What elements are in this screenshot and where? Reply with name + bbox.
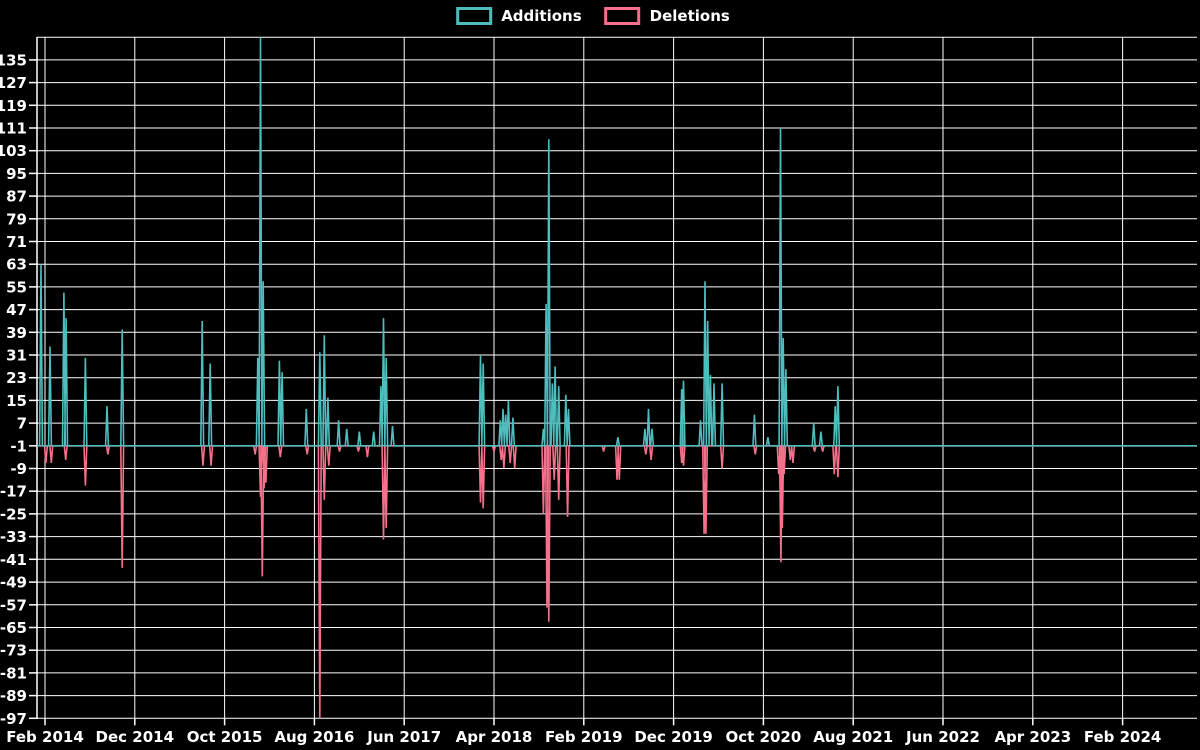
x-tick-label: Jun 2017 xyxy=(366,728,441,746)
y-tick-label: -97 xyxy=(0,710,27,728)
y-tick-label: 95 xyxy=(6,165,27,183)
y-tick-label: -49 xyxy=(0,574,27,592)
x-tick-label: Feb 2019 xyxy=(545,728,623,746)
y-tick-label: 111 xyxy=(0,120,27,138)
y-tick-label: -73 xyxy=(0,642,27,660)
x-tick-label: Aug 2021 xyxy=(813,728,893,746)
y-tick-label: 127 xyxy=(0,74,27,92)
additions-legend-swatch xyxy=(456,7,493,25)
y-tick-label: -57 xyxy=(0,596,27,614)
x-tick-label: Jun 2022 xyxy=(905,728,980,746)
deletions-legend-swatch xyxy=(604,7,641,25)
y-tick-label: 31 xyxy=(6,347,27,365)
additions-line xyxy=(37,37,1197,447)
x-tick-label: Apr 2018 xyxy=(456,728,533,746)
y-tick-label: -25 xyxy=(0,505,27,523)
x-tick-label: Dec 2014 xyxy=(96,728,175,746)
x-tick-label: Aug 2016 xyxy=(274,728,354,746)
y-tick-label: 15 xyxy=(6,392,27,410)
y-tick-label: 39 xyxy=(6,324,27,342)
y-tick-label: 87 xyxy=(6,188,27,206)
y-tick-label: -65 xyxy=(0,619,27,637)
deletions-legend-label: Deletions xyxy=(649,7,730,25)
legend: Additions Deletions xyxy=(456,7,744,25)
y-tick-label: 7 xyxy=(17,415,27,433)
y-tick-label: -17 xyxy=(0,483,27,501)
y-tick-label: 55 xyxy=(6,278,27,296)
y-tick-label: 79 xyxy=(6,210,27,228)
x-tick-label: Oct 2020 xyxy=(726,728,802,746)
x-tick-label: Dec 2019 xyxy=(634,728,713,746)
y-tick-label: -81 xyxy=(0,664,27,682)
x-tick-label: Oct 2015 xyxy=(187,728,263,746)
y-tick-label: 135 xyxy=(0,51,27,69)
x-tick-label: Feb 2024 xyxy=(1084,728,1162,746)
deletions-line xyxy=(37,445,1197,719)
y-tick-label: 63 xyxy=(6,256,27,274)
y-tick-label: 119 xyxy=(0,97,27,115)
y-tick-label: 71 xyxy=(6,233,27,251)
x-tick-label: Apr 2023 xyxy=(994,728,1071,746)
y-tick-label: 47 xyxy=(6,301,27,319)
y-tick-label: -1 xyxy=(10,437,27,455)
x-tick-label: Feb 2014 xyxy=(6,728,84,746)
y-tick-label: 23 xyxy=(6,369,27,387)
y-tick-label: -9 xyxy=(10,460,27,478)
y-tick-label: 103 xyxy=(0,142,27,160)
y-tick-label: -41 xyxy=(0,551,27,569)
additions-legend-label: Additions xyxy=(501,7,582,25)
y-tick-label: -89 xyxy=(0,687,27,705)
y-tick-label: -33 xyxy=(0,528,27,546)
